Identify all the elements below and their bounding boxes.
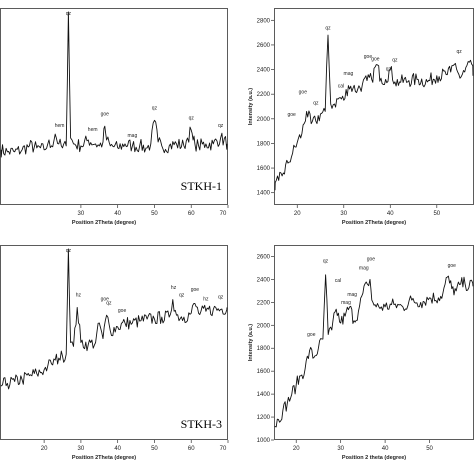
peak-label: goe (118, 308, 127, 314)
x-tick-label: 40 (114, 446, 121, 452)
y-tick-label: 2200 (257, 92, 271, 98)
y-tick-label: 2000 (257, 323, 271, 329)
peak-label: mag (341, 300, 351, 306)
peak-label: hz (76, 293, 82, 299)
peak-label: goe (299, 90, 308, 96)
x-tick-label: 30 (78, 446, 85, 452)
peak-label: cal (335, 278, 341, 284)
peak-label: qz (152, 105, 158, 111)
x-tick-label: 40 (387, 211, 394, 217)
y-tick-label: 1000 (257, 438, 271, 444)
diffraction-trace (274, 34, 474, 191)
x-tick-label: 40 (382, 446, 389, 452)
peak-label: hem (88, 127, 98, 133)
peak-label: qz (106, 300, 112, 306)
peak-label: qz (218, 123, 224, 129)
y-tick-label: 2800 (257, 18, 271, 24)
peak-label: goe (371, 56, 380, 62)
peak-label: qz (323, 259, 329, 265)
x-axis-label: Position 2Theta (degree) (72, 455, 136, 461)
peak-label: goe (191, 287, 200, 293)
y-tick-label: 1800 (257, 141, 271, 147)
peak-label: qz (189, 115, 195, 121)
peak-label: goe (101, 111, 110, 117)
peak-label: qz (66, 248, 72, 254)
peak-label: qz (392, 58, 398, 64)
peak-label: goe (367, 256, 376, 262)
x-tick-label: 50 (151, 211, 158, 217)
x-tick-label: 20 (41, 446, 48, 452)
xrd-panel-2: 20 30 40 50 1400 1600 1800 2000 2200 2400 2600 2800… (248, 8, 474, 226)
x-tick-label: 50 (426, 446, 433, 452)
y-tick-label: 2400 (257, 68, 271, 74)
x-axis-label: Position 2Theta (degree) (342, 220, 406, 226)
y-axis-label: Intensity (a.u.) (248, 324, 254, 361)
y-tick-label: 1400 (257, 191, 271, 197)
x-tick-label: 70 (220, 446, 227, 452)
peak-label: qz (218, 295, 224, 301)
x-tick-label: 60 (188, 211, 195, 217)
y-tick-label: 2000 (257, 117, 271, 123)
sample-label: STKH-1 (181, 179, 222, 193)
peak-label: qz (456, 49, 462, 55)
y-tick-label: 1800 (257, 346, 271, 352)
x-tick-label: 40 (114, 211, 121, 217)
peak-label: mag (347, 292, 357, 298)
y-tick-label: 2600 (257, 254, 271, 260)
y-tick-label: 1600 (257, 369, 271, 375)
x-tick-label: 50 (151, 446, 158, 452)
y-tick-label: 1400 (257, 392, 271, 398)
peak-label: mag (359, 266, 369, 272)
peak-label: hz (203, 297, 209, 303)
xrd-panel-4: 20 30 40 50 1000 1200 1400 1600 1800 2000 2200 2400… (248, 245, 474, 461)
x-tick-label: 30 (337, 446, 344, 452)
x-axis-label: Position 2 theta (degree) (342, 455, 406, 461)
diffraction-trace (0, 11, 228, 158)
y-axis-label: Intensity (a.u.) (248, 88, 254, 125)
peak-label: hz (171, 285, 177, 291)
x-tick-label: 20 (294, 211, 301, 217)
x-tick-label: 50 (433, 211, 440, 217)
y-tick-label: 2400 (257, 277, 271, 283)
sample-label: STKH-3 (181, 417, 222, 431)
y-tick-label: 2200 (257, 300, 271, 306)
peak-label: cal (338, 83, 344, 89)
diffraction-trace (274, 274, 474, 428)
x-tick-label: 20 (293, 446, 300, 452)
peak-label: hem (55, 123, 65, 129)
x-tick-label: 30 (78, 211, 85, 217)
plot-frame (0, 245, 228, 440)
peak-label: qz (66, 11, 72, 17)
peak-label: qz (313, 101, 319, 107)
peak-label: mag (128, 133, 138, 139)
peak-label: goe (307, 332, 316, 338)
peak-label: goe (364, 54, 373, 60)
y-tick-label: 1600 (257, 166, 271, 172)
y-tick-label: 2600 (257, 43, 271, 49)
peak-label: qz (179, 293, 185, 299)
diffraction-trace (0, 248, 228, 390)
plot-frame (274, 245, 474, 440)
plot-frame (0, 8, 228, 205)
plot-frame (274, 8, 474, 205)
x-axis-label: Position 2Theta (degree) (72, 220, 136, 226)
peak-label: goe (101, 297, 110, 303)
peak-label: qz (325, 26, 331, 32)
peak-label: qz (386, 66, 392, 72)
y-tick-label: 1200 (257, 415, 271, 421)
peak-label: goe (288, 112, 297, 118)
xrd-panel-1: 30 40 50 60 70 Position 2Theta (degree) hem goe… (0, 8, 229, 226)
peak-label: mag (344, 71, 354, 77)
peak-label: goe (448, 263, 457, 269)
x-tick-label: 60 (188, 446, 195, 452)
x-tick-label: 30 (340, 211, 347, 217)
x-tick-label: 70 (220, 211, 227, 217)
